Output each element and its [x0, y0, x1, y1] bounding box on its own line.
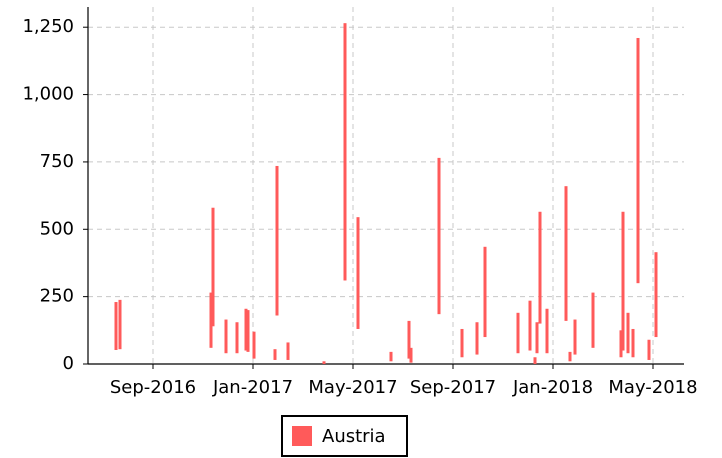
- range-bar: [224, 319, 228, 354]
- range-bar: [322, 361, 326, 364]
- range-bar: [409, 347, 413, 363]
- range-bar: [460, 328, 464, 358]
- legend-label: Austria: [322, 426, 386, 447]
- range-bar: [654, 252, 658, 338]
- y-tick-label: 500: [40, 218, 74, 239]
- y-tick-label: 1,250: [22, 16, 74, 37]
- y-tick-label: 1,000: [22, 84, 74, 105]
- range-bar: [647, 339, 651, 360]
- range-bar: [356, 217, 360, 329]
- range-bar: [545, 308, 549, 354]
- range-bar: [209, 292, 213, 348]
- range-bar: [636, 37, 640, 284]
- x-tick-label: Jan-2018: [512, 377, 593, 398]
- range-bar: [619, 330, 623, 358]
- range-bar: [475, 322, 479, 355]
- range-bar: [626, 312, 630, 354]
- range-bar: [564, 186, 568, 321]
- x-tick-label: Jan-2017: [212, 377, 293, 398]
- range-bar: [273, 349, 277, 360]
- range-bar: [631, 328, 635, 358]
- range-bar: [621, 211, 625, 351]
- range-bar: [483, 246, 487, 338]
- range-bar: [211, 207, 215, 327]
- range-bar: [343, 23, 347, 281]
- range-bar: [516, 312, 520, 354]
- range-bar: [246, 310, 250, 352]
- range-bar: [533, 357, 537, 364]
- range-bar: [407, 320, 411, 359]
- range-bar: [114, 302, 118, 350]
- range-bar: [535, 322, 539, 354]
- x-tick-label: Sep-2017: [410, 377, 496, 398]
- range-bar: [275, 165, 279, 316]
- range-bar: [252, 331, 256, 359]
- range-bar: [286, 342, 290, 360]
- x-tick-label: May-2018: [608, 377, 697, 398]
- y-tick-label: 750: [40, 151, 74, 172]
- x-tick-label: Sep-2016: [110, 377, 196, 398]
- range-bar: [244, 308, 248, 351]
- y-tick-label: 250: [40, 286, 74, 307]
- range-bar: [538, 211, 542, 324]
- range-bar: [118, 299, 122, 350]
- legend-swatch: [292, 426, 312, 446]
- range-bar: [568, 351, 572, 362]
- x-tick-label: May-2017: [308, 377, 397, 398]
- range-bar: [573, 319, 577, 355]
- y-tick-label: 0: [63, 353, 74, 374]
- range-bar: [235, 322, 239, 354]
- range-bar: [591, 292, 595, 348]
- range-bar: [437, 157, 441, 315]
- range-bar: [389, 351, 393, 362]
- range-bar: [528, 300, 532, 351]
